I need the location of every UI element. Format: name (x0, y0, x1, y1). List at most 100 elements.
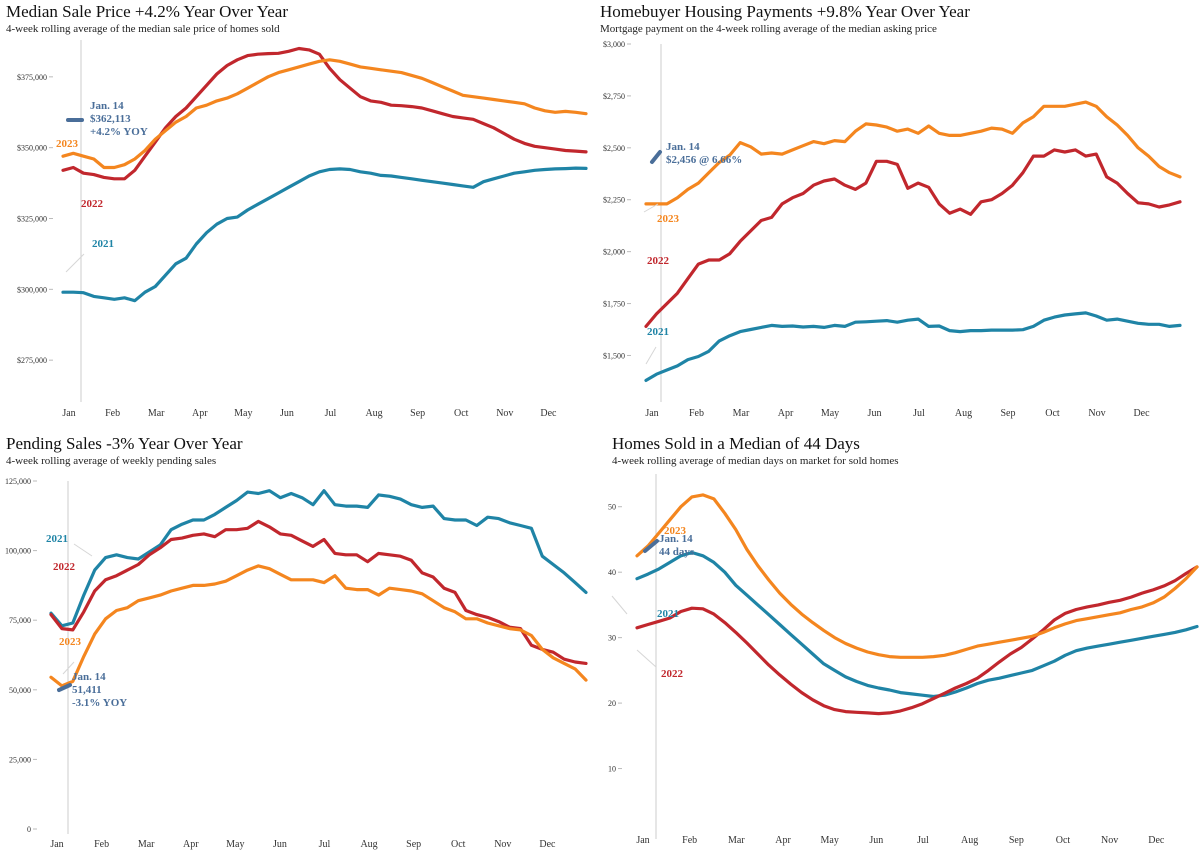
series-line-2022 (644, 148, 1182, 328)
x-tick-label: Jul (913, 408, 925, 419)
chart-title: Median Sale Price +4.2% Year Over Year (6, 2, 289, 21)
series-line-2023 (635, 493, 1199, 659)
x-tick-label: Nov (1101, 835, 1118, 846)
x-tick-label: Jun (869, 835, 883, 846)
x-tick-label: Mar (148, 408, 165, 419)
y-tick-label: 100,000 (5, 547, 31, 556)
x-tick-label: Mar (138, 839, 155, 850)
series-label-2021: 2021 (46, 533, 68, 545)
chart-subtitle: 4-week rolling average of median days on… (612, 455, 899, 467)
x-tick-label: Oct (1056, 835, 1071, 846)
y-tick-label: 50 (608, 503, 616, 512)
chart-subtitle: Mortgage payment on the 4-week rolling a… (600, 23, 937, 35)
jan-14-marker (643, 539, 659, 553)
x-tick-label: Apr (183, 839, 199, 850)
y-tick-label: 40 (608, 568, 616, 577)
days-on-market-chart: 10 20 30 40 50 Jan Feb Mar Apr May Jun Jul Aug Sep Oct… (608, 474, 1199, 846)
series-label-2022: 2022 (81, 198, 104, 210)
housing-payments-panel: Homebuyer Housing Payments +9.8% Year Ov… (600, 2, 1198, 427)
y-tick-label: $1,750 (603, 300, 625, 309)
y-tick-label: $300,000 (17, 285, 47, 294)
x-tick-label: Aug (961, 835, 978, 846)
chart-title: Pending Sales -3% Year Over Year (6, 434, 243, 453)
x-tick-label: May (820, 835, 838, 846)
chart-title: Homes Sold in a Median of 44 Days (612, 434, 860, 453)
series-label-2022: 2022 (647, 255, 670, 267)
y-tick-label: $325,000 (17, 215, 47, 224)
jan-14-annotation: 51,411 (72, 684, 102, 696)
label-leader-line (611, 595, 628, 615)
x-tick-label: Jul (319, 839, 331, 850)
jan-14-annotation: Jan. 14 (666, 141, 700, 153)
x-tick-label: Dec (540, 408, 557, 419)
x-tick-label: Apr (192, 408, 208, 419)
jan-14-annotation: Jan. 14 (90, 100, 124, 112)
jan-14-marker (57, 683, 72, 692)
x-tick-label: Oct (454, 408, 469, 419)
series-line-2021 (644, 311, 1182, 382)
x-tick-label: Aug (955, 408, 972, 419)
series-line-2022 (635, 565, 1199, 716)
x-tick-label: Sep (410, 408, 425, 419)
jan-14-marker (650, 150, 662, 164)
y-tick-label: $350,000 (17, 144, 47, 153)
jan-14-annotation: -3.1% YOY (72, 697, 127, 709)
series-label-2023: 2023 (59, 636, 82, 648)
series-label-2021: 2021 (647, 326, 669, 338)
y-tick-label: 0 (27, 825, 31, 834)
x-tick-label: Mar (733, 408, 750, 419)
x-tick-label: Jan (50, 839, 63, 850)
pending-sales-panel: Pending Sales -3% Year Over Year 4-week … (5, 434, 596, 854)
x-tick-label: Jun (868, 408, 882, 419)
x-tick-label: Aug (360, 839, 377, 850)
y-tick-label: $3,000 (603, 40, 625, 49)
x-tick-label: Oct (1045, 408, 1060, 419)
jan-14-annotation: +4.2% YOY (90, 126, 148, 138)
x-tick-label: Sep (1009, 835, 1024, 846)
chart-subtitle: 4-week rolling average of the median sal… (6, 23, 280, 35)
y-tick-label: 125,000 (5, 477, 31, 486)
jan-14-annotation: Jan. 14 (72, 671, 106, 683)
pending-sales-chart: 0 25,000 50,000 75,000 100,000 125,000 Jan Feb M… (5, 477, 588, 850)
y-tick-label: $2,250 (603, 196, 625, 205)
x-tick-label: Nov (1088, 408, 1105, 419)
jan-14-annotation: $2,456 @ 6.66% (666, 154, 742, 166)
x-tick-label: Jan (636, 835, 649, 846)
x-tick-label: Feb (105, 408, 120, 419)
y-tick-label: 30 (608, 634, 616, 643)
label-leader-line (636, 649, 657, 668)
y-tick-label: $275,000 (17, 356, 47, 365)
x-tick-label: Feb (689, 408, 704, 419)
x-tick-label: Oct (451, 839, 466, 850)
chart-subtitle: 4-week rolling average of weekly pending… (6, 455, 217, 467)
median-sale-price-chart: $275,000 $300,000 $325,000 $350,000 $375,000… (17, 40, 588, 419)
series-line-2023 (61, 58, 588, 170)
series-label-2023: 2023 (664, 525, 687, 537)
series-line-2022 (49, 519, 588, 665)
x-tick-label: Jan (645, 408, 658, 419)
jan-14-annotation: 44 days (659, 546, 695, 558)
series-line-2023 (644, 100, 1182, 206)
series-label-2021: 2021 (657, 608, 679, 620)
y-tick-label: 20 (608, 699, 616, 708)
x-tick-label: Jan (62, 408, 75, 419)
series-label-2022: 2022 (661, 668, 684, 680)
housing-payments-chart: $1,500 $1,750 $2,000 $2,250 $2,500 $2,750 $3,0… (603, 40, 1182, 419)
jan-14-annotation: Jan. 14 (659, 533, 693, 545)
x-tick-label: Dec (539, 839, 556, 850)
x-tick-label: Dec (1148, 835, 1165, 846)
series-label-2023: 2023 (657, 213, 680, 225)
series-line-2023 (49, 564, 588, 688)
series-line-2022 (61, 46, 588, 181)
y-tick-label: $2,750 (603, 92, 625, 101)
chart-title: Homebuyer Housing Payments +9.8% Year Ov… (600, 2, 970, 21)
label-leader-line (65, 253, 85, 273)
x-tick-label: Jul (325, 408, 337, 419)
x-tick-label: Sep (1001, 408, 1016, 419)
x-tick-label: Apr (775, 835, 791, 846)
series-line-2021 (635, 550, 1199, 699)
y-tick-label: 75,000 (9, 616, 31, 625)
y-tick-label: 10 (608, 765, 616, 774)
days-on-market-panel: Homes Sold in a Median of 44 Days 4-week… (608, 434, 1199, 854)
label-leader-line (62, 661, 75, 675)
